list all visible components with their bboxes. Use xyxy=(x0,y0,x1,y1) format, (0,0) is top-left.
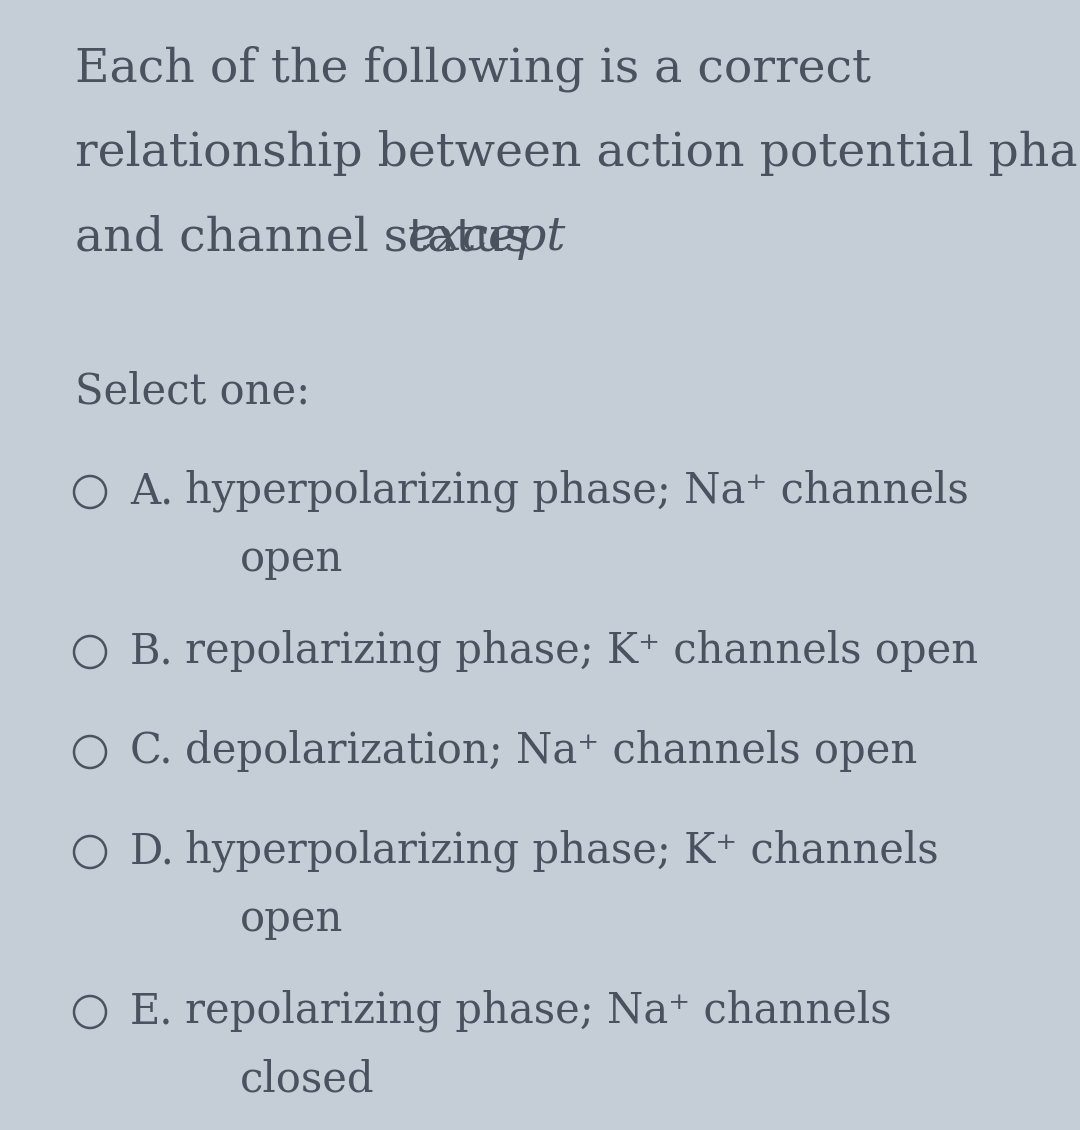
Text: C.: C. xyxy=(130,730,174,772)
Text: open: open xyxy=(240,898,343,940)
Text: hyperpolarizing phase; Na⁺ channels: hyperpolarizing phase; Na⁺ channels xyxy=(185,470,969,513)
Text: Select one:: Select one: xyxy=(75,370,310,412)
Text: Each of the following is a correct: Each of the following is a correct xyxy=(75,45,870,92)
Text: closed: closed xyxy=(240,1058,375,1099)
Text: A.: A. xyxy=(130,470,173,512)
Text: repolarizing phase; K⁺ channels open: repolarizing phase; K⁺ channels open xyxy=(185,631,978,672)
Text: and channel status: and channel status xyxy=(75,215,544,260)
Text: except: except xyxy=(407,215,566,260)
Text: open: open xyxy=(240,538,343,580)
Text: depolarization; Na⁺ channels open: depolarization; Na⁺ channels open xyxy=(185,730,917,772)
Text: repolarizing phase; Na⁺ channels: repolarizing phase; Na⁺ channels xyxy=(185,990,892,1033)
Text: hyperpolarizing phase; K⁺ channels: hyperpolarizing phase; K⁺ channels xyxy=(185,831,939,872)
Text: B.: B. xyxy=(130,631,174,672)
Text: relationship between action potential phase: relationship between action potential ph… xyxy=(75,130,1080,176)
Text: E.: E. xyxy=(130,990,174,1032)
Text: D.: D. xyxy=(130,831,175,872)
